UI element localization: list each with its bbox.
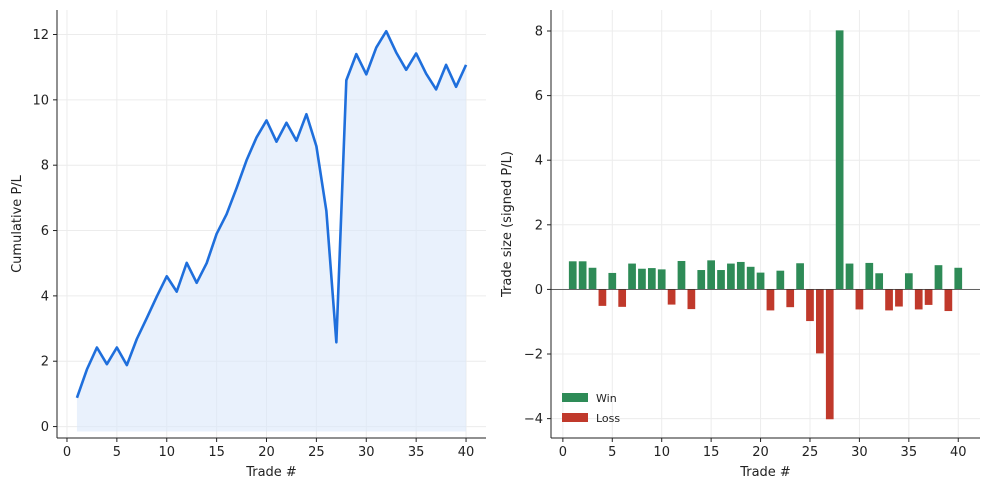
left-x-tick-label: 25 (308, 445, 325, 460)
cumulative-pl-chart: 0 5 10 15 20 25 30 35 40 0 2 4 6 8 10 12 Trade # Cumul… (10, 10, 486, 480)
right-x-tick-label: 20 (752, 445, 769, 460)
right-y-tick-label: −4 (524, 412, 543, 427)
right-x-tick-label: 0 (559, 445, 567, 460)
right-x-tick-label: 35 (901, 445, 918, 460)
loss-bar (855, 289, 864, 310)
loss-bar (924, 289, 933, 305)
left-x-axis-label: Trade # (245, 465, 297, 480)
win-bar (608, 272, 617, 290)
win-bar (657, 269, 666, 290)
win-bar (727, 263, 735, 290)
win-bar (736, 261, 745, 290)
right-x-tick-label: 25 (802, 445, 819, 460)
left-y-tick-label: 0 (41, 420, 49, 435)
trade-size-chart: 0 5 10 15 20 25 30 35 40 −4 −2 0 2 4 6 8 Trade # Trade… (500, 10, 980, 480)
right-x-tick-label: 40 (950, 445, 967, 460)
trade-bars (568, 30, 963, 420)
left-y-tick-label: 8 (41, 159, 49, 174)
win-bar (697, 270, 706, 290)
win-bar (875, 273, 884, 290)
left-x-ticks: 0 5 10 15 20 25 30 35 40 (63, 438, 474, 460)
win-bar (568, 261, 577, 290)
right-y-ticks: −4 −2 0 2 4 6 8 (524, 24, 551, 427)
loss-bar (786, 289, 795, 308)
win-bar (934, 265, 943, 290)
right-y-axis-label: Trade size (signed P/L) (500, 151, 515, 298)
left-y-tick-label: 10 (32, 93, 49, 108)
right-x-ticks: 0 5 10 15 20 25 30 35 40 (559, 438, 967, 460)
right-x-tick-label: 30 (851, 445, 868, 460)
left-x-tick-label: 15 (208, 445, 225, 460)
loss-bar (825, 289, 834, 420)
right-y-tick-label: 8 (535, 24, 543, 39)
win-bar (904, 273, 913, 290)
legend-label-loss: Loss (596, 412, 620, 425)
legend: Win Loss (562, 392, 620, 425)
win-bar (588, 267, 597, 290)
left-y-axis-label: Cumulative P/L (10, 174, 25, 273)
left-x-tick-label: 40 (458, 445, 475, 460)
win-bar (746, 266, 755, 290)
win-bar (578, 261, 587, 290)
legend-swatch-loss (562, 413, 588, 422)
right-x-axis-label: Trade # (739, 465, 791, 480)
loss-bar (895, 289, 903, 307)
right-x-tick-label: 15 (703, 445, 720, 460)
win-bar (865, 262, 874, 290)
cumulative-pl-line (75, 29, 468, 399)
legend-label-win: Win (596, 392, 617, 405)
left-x-tick-label: 0 (63, 445, 71, 460)
win-bar (638, 268, 646, 290)
left-y-tick-label: 12 (32, 28, 49, 43)
right-x-tick-label: 5 (608, 445, 616, 460)
win-bar (845, 263, 854, 290)
left-x-tick-label: 35 (408, 445, 425, 460)
legend-swatch-win (562, 393, 588, 402)
loss-bar (816, 289, 824, 354)
loss-bar (914, 289, 923, 310)
left-x-tick-label: 30 (358, 445, 375, 460)
win-bar (717, 270, 725, 290)
win-bar (756, 272, 765, 290)
win-bar (835, 30, 844, 290)
win-bar (647, 268, 656, 290)
right-y-tick-label: 4 (535, 154, 543, 169)
cumulative-pl-area (76, 31, 467, 432)
win-bar (677, 260, 686, 290)
right-y-tick-label: 0 (535, 283, 543, 298)
loss-bar (618, 289, 627, 307)
left-x-tick-label: 10 (158, 445, 175, 460)
right-y-tick-label: 2 (535, 218, 543, 233)
loss-bar (667, 289, 676, 305)
loss-bar (598, 289, 607, 306)
win-bar (707, 260, 715, 290)
left-x-tick-label: 20 (258, 445, 275, 460)
right-y-tick-label: 6 (535, 89, 543, 104)
left-y-ticks: 0 2 4 6 8 10 12 (32, 28, 57, 435)
right-y-tick-label: −2 (524, 348, 543, 363)
loss-bar (944, 289, 953, 312)
right-gridlines (551, 10, 980, 438)
loss-bar (806, 289, 814, 322)
left-y-tick-label: 2 (41, 355, 49, 370)
loss-bar (766, 289, 775, 311)
left-y-tick-label: 6 (41, 224, 49, 239)
win-bar (776, 270, 785, 290)
win-bar (796, 263, 804, 290)
left-y-tick-label: 4 (41, 289, 49, 304)
win-bar (628, 263, 636, 290)
right-x-tick-label: 10 (653, 445, 670, 460)
win-bar (954, 267, 963, 290)
loss-bar (687, 289, 696, 310)
loss-bar (885, 289, 893, 311)
left-x-tick-label: 5 (113, 445, 121, 460)
